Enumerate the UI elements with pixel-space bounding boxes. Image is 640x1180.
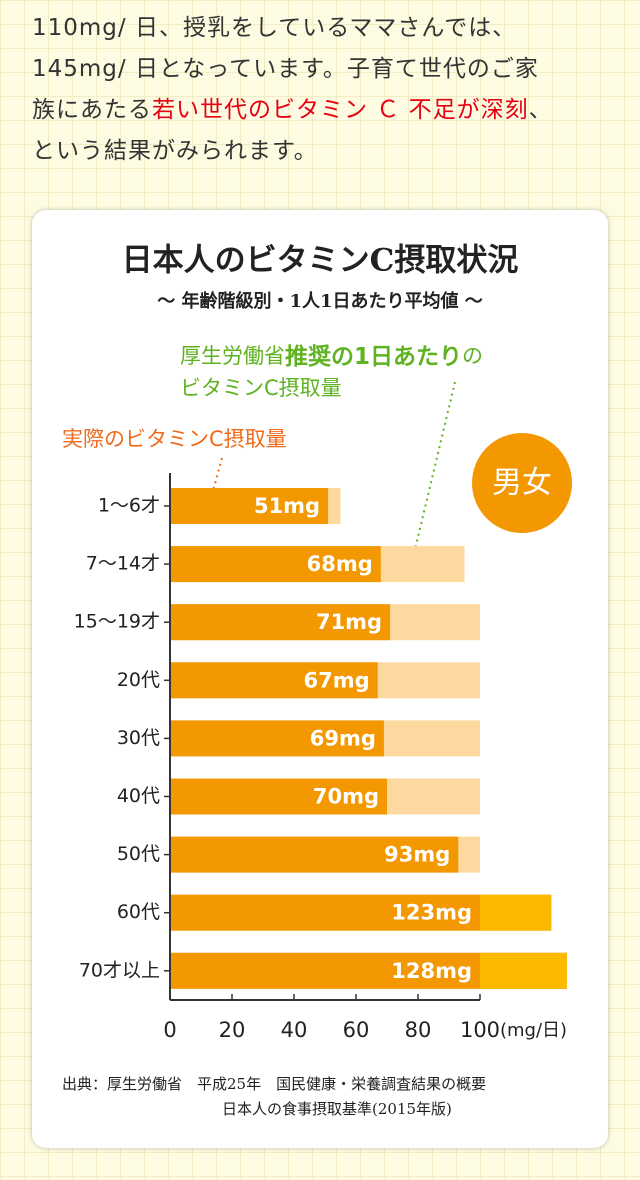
- x-tick-label: 0: [163, 1018, 176, 1042]
- bar-actual: [170, 488, 329, 524]
- bar-excess: [480, 952, 567, 989]
- bar-actual: [170, 836, 459, 873]
- bar-actual: [170, 604, 391, 641]
- y-tick-label: 60代: [117, 901, 160, 923]
- y-tick-label: 1〜6才: [98, 495, 160, 517]
- source: 日本人の食事摂取基準(2015年版): [222, 1100, 452, 1118]
- intro-text-part: 110mg/ 日、授乳をしているママさんでは、: [32, 15, 517, 41]
- value-label: 93mg: [384, 843, 450, 867]
- x-tick-label: 20: [219, 1018, 246, 1042]
- y-tick-label: 15〜19才: [74, 611, 160, 633]
- intro-line: という結果がみられます。: [32, 131, 632, 172]
- y-tick-label: 20代: [117, 669, 160, 691]
- intro-line: 族にあたる若い世代のビタミン Ｃ 不足が深刻、: [32, 90, 632, 131]
- legend-part: 厚生労働省: [180, 344, 285, 368]
- intro-text-part: 族にあたる: [32, 97, 152, 123]
- value-label: 123mg: [391, 901, 472, 925]
- x-axis-label: (mg/日): [500, 1020, 567, 1041]
- source: 出典：厚生労働省 平成25年 国民健康・栄養調査結果の概要: [62, 1075, 486, 1093]
- value-label: 51mg: [254, 494, 320, 518]
- intro-text-part: 145mg/ 日となっています。子育て世代のご家: [32, 56, 539, 82]
- value-label: 70mg: [313, 785, 379, 809]
- legend-part: の: [462, 344, 483, 368]
- bar-excess: [480, 894, 552, 931]
- bar-actual: [170, 662, 378, 699]
- intro-text: 110mg/ 日、授乳をしているママさんでは、 145mg/ 日となっています。子…: [32, 8, 632, 172]
- legend-recommended: ビタミンC摂取量: [180, 376, 342, 400]
- chart-subtitle: 〜 年齢階級別・1人1日あたり平均値 〜: [157, 290, 483, 312]
- value-label: 69mg: [310, 726, 376, 750]
- badge: [472, 433, 572, 533]
- value-label: 67mg: [304, 668, 370, 692]
- bar-actual: [170, 720, 384, 757]
- intro-text-part: という結果がみられます。: [32, 138, 318, 164]
- y-tick-label: 40代: [117, 785, 160, 807]
- y-tick-label: 7〜14才: [86, 553, 160, 575]
- y-tick-label: 70才以上: [79, 959, 160, 981]
- y-tick-label: 50代: [117, 843, 160, 865]
- legend-actual: 実際のビタミンC摂取量: [62, 427, 287, 451]
- intro-text-part: 、: [528, 97, 553, 123]
- intro-line: 145mg/ 日となっています。子育て世代のご家: [32, 49, 632, 90]
- value-label: 68mg: [307, 552, 373, 576]
- x-tick-label: 60: [343, 1018, 370, 1042]
- legend-recommended: 厚生労働省推奨の1日あたりの: [180, 344, 483, 370]
- x-tick-label: 80: [405, 1018, 432, 1042]
- legend-part: 推奨の1日あたり: [285, 344, 462, 370]
- intro-text-part: 若い世代のビタミン Ｃ 不足が深刻: [152, 97, 529, 123]
- y-tick-label: 30代: [117, 727, 160, 749]
- bar-actual: [170, 778, 387, 815]
- intro-line: 110mg/ 日、授乳をしているママさんでは、: [32, 8, 632, 49]
- badge-label: 男女: [492, 466, 552, 501]
- value-label: 128mg: [391, 959, 472, 983]
- x-tick-label: 100: [460, 1018, 500, 1042]
- x-tick-label: 40: [281, 1018, 308, 1042]
- leader-line: [411, 381, 456, 563]
- leader-line: [209, 457, 223, 503]
- bar-actual: [170, 546, 381, 583]
- chart-title: 日本人のビタミンC摂取状況: [122, 243, 519, 279]
- value-label: 71mg: [316, 610, 382, 634]
